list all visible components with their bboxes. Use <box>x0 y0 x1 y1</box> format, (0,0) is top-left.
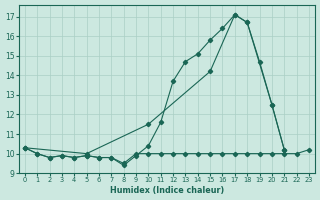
X-axis label: Humidex (Indice chaleur): Humidex (Indice chaleur) <box>110 186 224 195</box>
